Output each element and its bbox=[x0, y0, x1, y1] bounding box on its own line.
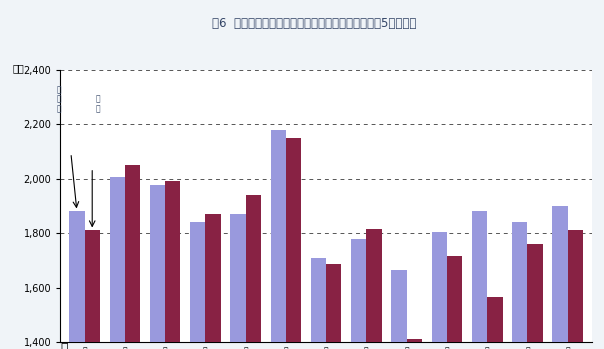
Bar bbox=[205, 214, 220, 349]
Bar bbox=[472, 211, 487, 349]
Bar bbox=[447, 256, 462, 349]
Bar bbox=[406, 339, 422, 349]
Bar bbox=[391, 270, 406, 349]
Bar bbox=[286, 138, 301, 349]
Text: ～: ～ bbox=[60, 342, 68, 349]
Bar bbox=[553, 206, 568, 349]
Bar bbox=[311, 258, 326, 349]
Bar bbox=[69, 211, 85, 349]
Bar bbox=[326, 265, 341, 349]
Bar bbox=[271, 130, 286, 349]
Bar bbox=[487, 297, 503, 349]
Bar bbox=[367, 229, 382, 349]
Bar bbox=[246, 195, 261, 349]
Bar bbox=[568, 230, 583, 349]
Text: 鳥
取
県: 鳥 取 県 bbox=[57, 85, 61, 113]
Bar bbox=[527, 244, 543, 349]
Bar bbox=[230, 214, 246, 349]
Bar bbox=[512, 222, 527, 349]
Text: 時間: 時間 bbox=[12, 63, 24, 73]
Bar bbox=[125, 165, 140, 349]
Bar bbox=[85, 230, 100, 349]
Bar bbox=[190, 222, 205, 349]
Text: 図6  総実労働時間（年間）の全国との産業別比較（5人以上）: 図6 総実労働時間（年間）の全国との産業別比較（5人以上） bbox=[212, 17, 416, 30]
Bar bbox=[150, 186, 165, 349]
Bar bbox=[165, 181, 181, 349]
Bar bbox=[109, 177, 125, 349]
Text: 全
国: 全 国 bbox=[96, 95, 100, 113]
Bar bbox=[351, 239, 367, 349]
Bar bbox=[432, 232, 447, 349]
